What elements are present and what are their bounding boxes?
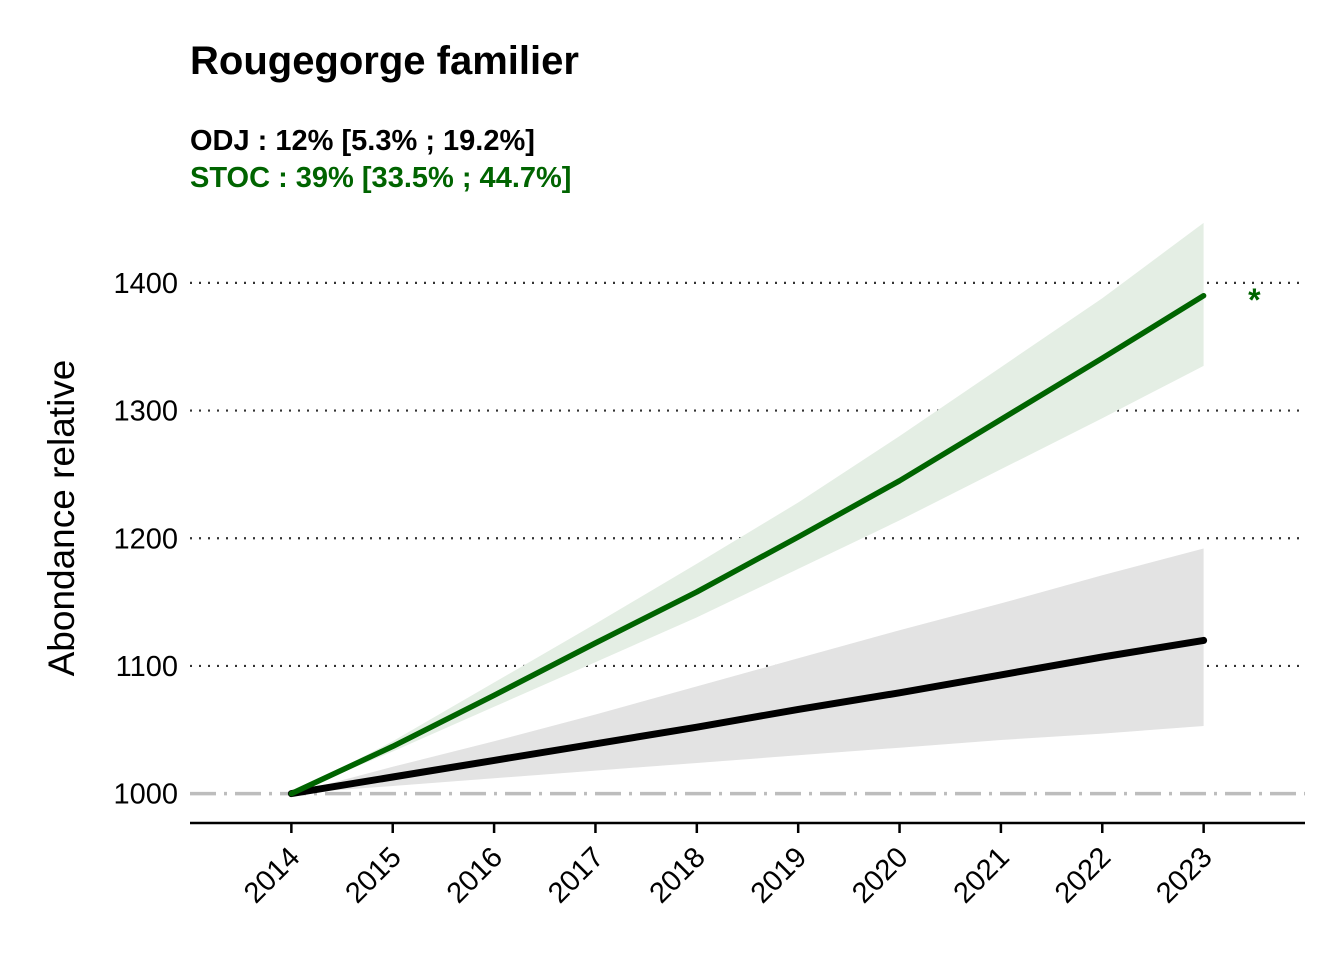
- y-tick-label-1100: 1100: [116, 651, 178, 683]
- y-axis-label: Abondance relative: [41, 360, 82, 677]
- y-tick-labels: 1000 1100 1200 1300 1400: [113, 268, 178, 811]
- x-tick-label-2018: 2018: [644, 841, 712, 909]
- confidence-bands: [291, 222, 1204, 794]
- x-tick-label-2020: 2020: [846, 841, 914, 909]
- line-stoc: [288, 292, 1207, 797]
- x-axis: 2014 2015 2016 2017 2018 2019 2020 2021 2022 2023: [190, 821, 1305, 910]
- chart-title: Rougegorge familier: [190, 39, 579, 83]
- x-tick-label-2019: 2019: [745, 841, 813, 909]
- subtitle-odj: ODJ : 12% [5.3% ; 19.2%]: [190, 125, 535, 157]
- series-lines: [287, 292, 1208, 798]
- x-tick-label-2014: 2014: [238, 841, 306, 909]
- line-odj: [287, 636, 1208, 798]
- x-tick-label-2021: 2021: [948, 841, 1016, 909]
- y-tick-label-1000: 1000: [113, 779, 178, 811]
- x-tick-label-2015: 2015: [339, 841, 407, 909]
- x-tick-label-2017: 2017: [542, 841, 610, 909]
- band-odj: [291, 548, 1204, 794]
- annotations: *: [1248, 282, 1261, 318]
- significance-star: *: [1248, 282, 1261, 318]
- x-tick-label-2016: 2016: [441, 841, 509, 909]
- y-tick-label-1200: 1200: [113, 523, 178, 555]
- x-tick-label-2022: 2022: [1049, 841, 1117, 909]
- subtitle-stoc: STOC : 39% [33.5% ; 44.7%]: [190, 162, 571, 194]
- y-tick-label-1400: 1400: [113, 268, 178, 300]
- y-tick-label-1300: 1300: [113, 396, 178, 428]
- x-tick-label-2023: 2023: [1150, 841, 1218, 909]
